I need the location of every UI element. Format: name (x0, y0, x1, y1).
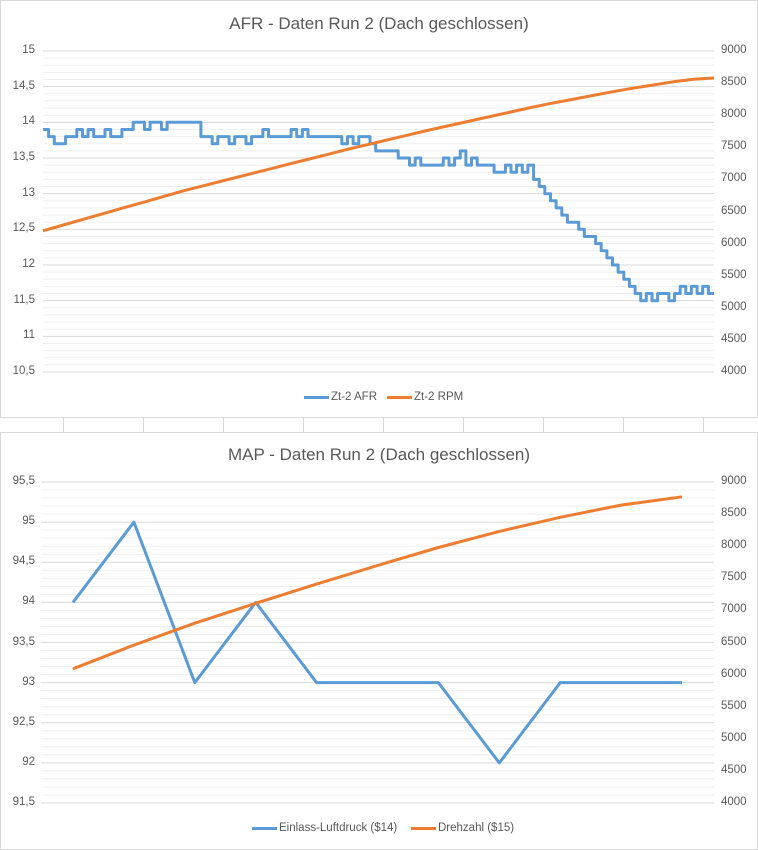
map-chart-title: MAP - Daten Run 2 (Dach geschlossen) (227, 445, 531, 464)
y-tick-label: 93,5 (12, 635, 35, 648)
y2-tick-label: 7000 (721, 603, 747, 616)
legend-label-map: Einlass-Luftdruck ($14) (279, 822, 398, 834)
sheet-column-line (623, 417, 624, 433)
y2-tick-label: 5500 (721, 268, 747, 281)
y2-tick-label: 6000 (721, 236, 747, 249)
y-tick-label: 13 (22, 186, 35, 199)
y2-tick-label: 5000 (721, 300, 747, 313)
legend-swatch-afr (304, 396, 329, 400)
y2-tick-label: 6500 (721, 635, 747, 648)
y2-tick-label: 8000 (721, 539, 747, 552)
y-tick-label: 13,5 (12, 151, 35, 163)
sheet-column-line (143, 417, 144, 433)
sheet-column-line (383, 417, 384, 433)
legend-label-rpm: Zt-2 RPM (414, 391, 464, 403)
sheet-column-line (303, 417, 304, 433)
legend-label-drehzahl: Drehzahl ($15) (438, 822, 515, 834)
y-tick-label: 94,5 (12, 555, 35, 568)
map-plot-area (41, 481, 714, 804)
y-tick-label: 10,5 (12, 365, 35, 377)
legend-label-afr: Zt-2 AFR (331, 391, 378, 403)
y2-tick-label: 9000 (721, 44, 747, 56)
y-tick-label: 14 (22, 115, 35, 128)
afr-series (42, 76, 715, 303)
legend-swatch-rpm (387, 396, 412, 400)
sheet-column-line (703, 417, 704, 433)
y2-tick-label: 7500 (721, 140, 747, 153)
y2-tick-label: 5000 (721, 731, 747, 744)
y-tick-label: 93 (22, 675, 35, 688)
y-tick-label: 12 (22, 258, 35, 270)
sheet-column-line (223, 417, 224, 433)
afr-chart-title: AFR - Daten Run 2 (Dach geschlossen) (229, 14, 529, 33)
y-tick-label: 94 (22, 595, 35, 608)
y2-tick-label: 8500 (721, 507, 747, 520)
y-tick-label: 95 (22, 515, 35, 528)
y-tick-label: 11,5 (13, 293, 35, 306)
map-series (71, 495, 683, 765)
y2-tick-label: 4500 (721, 332, 747, 345)
y2-tick-label: 4000 (721, 365, 747, 377)
y-tick-label: 12,5 (12, 222, 35, 235)
y-tick-label: 11 (23, 329, 35, 342)
sheet-column-line (463, 417, 464, 433)
y-tick-label: 95,5 (12, 475, 35, 487)
series-line-secondary[interactable] (72, 495, 683, 671)
y-tick-label: 91,5 (12, 796, 35, 808)
y2-tick-label: 4500 (721, 763, 747, 776)
y2-tick-label: 9000 (721, 475, 747, 487)
afr-chart[interactable]: AFR - Daten Run 2 (Dach geschlossen) 15 1… (0, 0, 758, 418)
sheet-column-line (63, 417, 64, 433)
y2-tick-label: 8000 (721, 108, 747, 121)
legend-item-map[interactable]: Einlass-Luftdruck ($14) (252, 822, 398, 835)
legend-swatch-map (252, 827, 277, 831)
series-line-primary[interactable] (43, 120, 714, 303)
legend-item-rpm[interactable]: Zt-2 RPM (387, 391, 464, 404)
y-tick-label: 15 (22, 44, 35, 56)
afr-plot-area (42, 50, 715, 373)
y-tick-label: 14,5 (12, 79, 35, 92)
y2-tick-label: 6000 (721, 667, 747, 680)
y2-tick-label: 6500 (721, 204, 747, 217)
y2-tick-label: 5500 (721, 699, 747, 712)
y2-tick-label: 4000 (721, 796, 747, 808)
legend-swatch-drehzahl (411, 827, 436, 831)
y-tick-label: 92,5 (12, 715, 35, 728)
y2-tick-label: 8500 (721, 76, 747, 89)
series-line-secondary[interactable] (42, 76, 715, 233)
legend-item-drehzahl[interactable]: Drehzahl ($15) (411, 822, 515, 835)
y2-tick-label: 7500 (721, 571, 747, 584)
y-tick-label: 92 (22, 755, 35, 768)
sheet-column-line (543, 417, 544, 433)
y2-tick-label: 7000 (721, 172, 747, 185)
afr-gridlines (43, 50, 714, 373)
map-chart[interactable]: MAP - Daten Run 2 (Dach geschlossen) 95,… (0, 432, 758, 850)
legend-item-afr[interactable]: Zt-2 AFR (304, 391, 378, 404)
